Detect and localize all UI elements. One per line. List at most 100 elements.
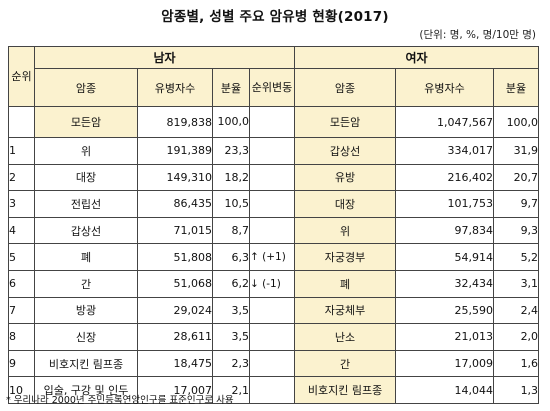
all-cancer-row: 모든암 819,838 100,0 모든암 1,047,567 100,0 xyxy=(8,106,540,138)
female-count-cell: 32,434 xyxy=(395,269,495,298)
rank-cell: 1 xyxy=(8,137,35,165)
female-share-cell: 3,1 xyxy=(493,269,540,298)
rank-cell: 2 xyxy=(8,163,35,192)
male-share-cell: 23,3 xyxy=(212,137,250,165)
female-cancer-header: 암종 xyxy=(294,68,397,107)
female-cancer-cell: 자궁경부 xyxy=(294,243,397,271)
rank-change-header: 순위변동 xyxy=(248,68,296,107)
male-count-cell: 18,475 xyxy=(137,349,213,378)
table-row: 2 대장 149,310 18,2 유방 216,402 20,7 xyxy=(8,163,540,192)
rank-change-cell xyxy=(248,296,296,325)
table-row: 10 입술, 구강 및 인두 17,007 2,1 비호지킨 림프종 14,04… xyxy=(8,376,540,404)
female-share-header: 분율 xyxy=(493,68,540,107)
male-share-header: 분율 xyxy=(212,68,250,107)
female-share-cell: 9,7 xyxy=(493,190,540,218)
female-count-cell: 216,402 xyxy=(395,163,495,192)
female-group-header: 여자 xyxy=(294,46,540,69)
female-count-cell: 334,017 xyxy=(395,137,495,165)
rank-cell: 3 xyxy=(8,190,35,218)
table-row: 6 간 51,068 6,2 ↓ (-1) 폐 32,434 3,1 xyxy=(8,269,540,298)
rank-change-cell xyxy=(248,137,296,165)
male-share-cell: 100,0 xyxy=(212,106,250,138)
male-cancer-cell: 갑상선 xyxy=(34,216,138,245)
male-cancer-cell: 신장 xyxy=(34,323,138,351)
male-cancer-cell: 전립선 xyxy=(34,190,138,218)
male-cancer-header: 암종 xyxy=(34,68,138,107)
female-share-cell: 2,4 xyxy=(493,296,540,325)
table-row: 4 갑상선 71,015 8,7 위 97,834 9,3 xyxy=(8,216,540,245)
male-count-cell: 86,435 xyxy=(137,190,213,218)
female-count-cell: 21,013 xyxy=(395,323,495,351)
male-count-cell: 149,310 xyxy=(137,163,213,192)
rank-change-cell xyxy=(248,323,296,351)
female-count-cell: 25,590 xyxy=(395,296,495,325)
table-row: 7 방광 29,024 3,5 자궁체부 25,590 2,4 xyxy=(8,296,540,325)
rank-cell: 7 xyxy=(8,296,35,325)
page-title: 암종별, 성별 주요 암유병 현황(2017) xyxy=(161,9,389,25)
unit-note: (단위: 명, %, 명/10만 명) xyxy=(419,29,536,41)
rank-change-cell xyxy=(248,216,296,245)
male-share-cell: 8,7 xyxy=(212,216,250,245)
rank-change-cell xyxy=(248,106,296,138)
female-cancer-cell: 자궁체부 xyxy=(294,296,397,325)
female-share-cell: 1,3 xyxy=(493,376,540,404)
female-share-cell: 1,6 xyxy=(493,349,540,378)
rank-change-cell xyxy=(248,190,296,218)
male-share-cell: 3,5 xyxy=(212,323,250,351)
male-share-cell: 10,5 xyxy=(212,190,250,218)
rank-cell: 5 xyxy=(8,243,35,271)
rank-cell: 8 xyxy=(8,323,35,351)
male-cancer-cell: 방광 xyxy=(34,296,138,325)
male-count-cell: 51,068 xyxy=(137,269,213,298)
rank-change-cell xyxy=(248,376,296,404)
female-count-cell: 1,047,567 xyxy=(395,106,495,138)
male-cancer-cell: 간 xyxy=(34,269,138,298)
female-cancer-cell: 난소 xyxy=(294,323,397,351)
male-cancer-cell: 입술, 구강 및 인두 xyxy=(34,376,138,404)
male-count-cell: 29,024 xyxy=(137,296,213,325)
female-cancer-cell: 간 xyxy=(294,349,397,378)
table-row: 9 비호지킨 림프종 18,475 2,3 간 17,009 1,6 xyxy=(8,349,540,378)
male-share-cell: 3,5 xyxy=(212,296,250,325)
male-count-cell: 28,611 xyxy=(137,323,213,351)
rank-cell: 10 xyxy=(8,376,35,404)
table-row: 3 전립선 86,435 10,5 대장 101,753 9,7 xyxy=(8,190,540,218)
male-cancer-cell: 위 xyxy=(34,137,138,165)
female-share-cell: 5,2 xyxy=(493,243,540,271)
male-count-cell: 71,015 xyxy=(137,216,213,245)
female-share-cell: 100,0 xyxy=(493,106,540,138)
female-cancer-cell: 유방 xyxy=(294,163,397,192)
footnote: * 우리나라 2000년 주민등록연앙인구를 표준인구로 사용 xyxy=(6,395,234,406)
rank-cell: 6 xyxy=(8,269,35,298)
female-share-cell: 31,9 xyxy=(493,137,540,165)
male-count-cell: 51,808 xyxy=(137,243,213,271)
table-row: 1 위 191,389 23,3 갑상선 334,017 31,9 xyxy=(8,137,540,165)
male-count-cell: 191,389 xyxy=(137,137,213,165)
female-cancer-cell: 폐 xyxy=(294,269,397,298)
male-cancer-cell: 폐 xyxy=(34,243,138,271)
male-cancer-cell: 모든암 xyxy=(34,106,138,138)
rank-cell: 4 xyxy=(8,216,35,245)
female-count-cell: 17,009 xyxy=(395,349,495,378)
rank-cell xyxy=(8,106,35,138)
male-count-cell: 819,838 xyxy=(137,106,213,138)
female-share-cell: 9,3 xyxy=(493,216,540,245)
male-share-cell: 18,2 xyxy=(212,163,250,192)
table-row: 5 폐 51,808 6,3 ↑ (+1) 자궁경부 54,914 5,2 xyxy=(8,243,540,271)
male-cancer-cell: 비호지킨 림프종 xyxy=(34,349,138,378)
female-count-cell: 97,834 xyxy=(395,216,495,245)
rank-change-cell xyxy=(248,349,296,378)
male-share-cell: 2,3 xyxy=(212,349,250,378)
female-count-header: 유병자수 xyxy=(395,68,495,107)
male-share-cell: 2,1 xyxy=(212,376,250,404)
female-cancer-cell: 갑상선 xyxy=(294,137,397,165)
female-cancer-cell: 대장 xyxy=(294,190,397,218)
prevalence-table: 순위 남자 여자 암종 유병자수 분율 순위변동 암종 유병자수 분율 모든암 … xyxy=(8,46,540,404)
male-group-header: 남자 xyxy=(33,46,296,69)
rank-header: 순위 xyxy=(8,46,35,107)
male-share-cell: 6,3 xyxy=(212,243,250,271)
rank-change-cell: ↓ (-1) xyxy=(248,269,296,298)
female-share-cell: 2,0 xyxy=(493,323,540,351)
rank-cell: 9 xyxy=(8,349,35,378)
female-count-cell: 14,044 xyxy=(395,376,495,404)
